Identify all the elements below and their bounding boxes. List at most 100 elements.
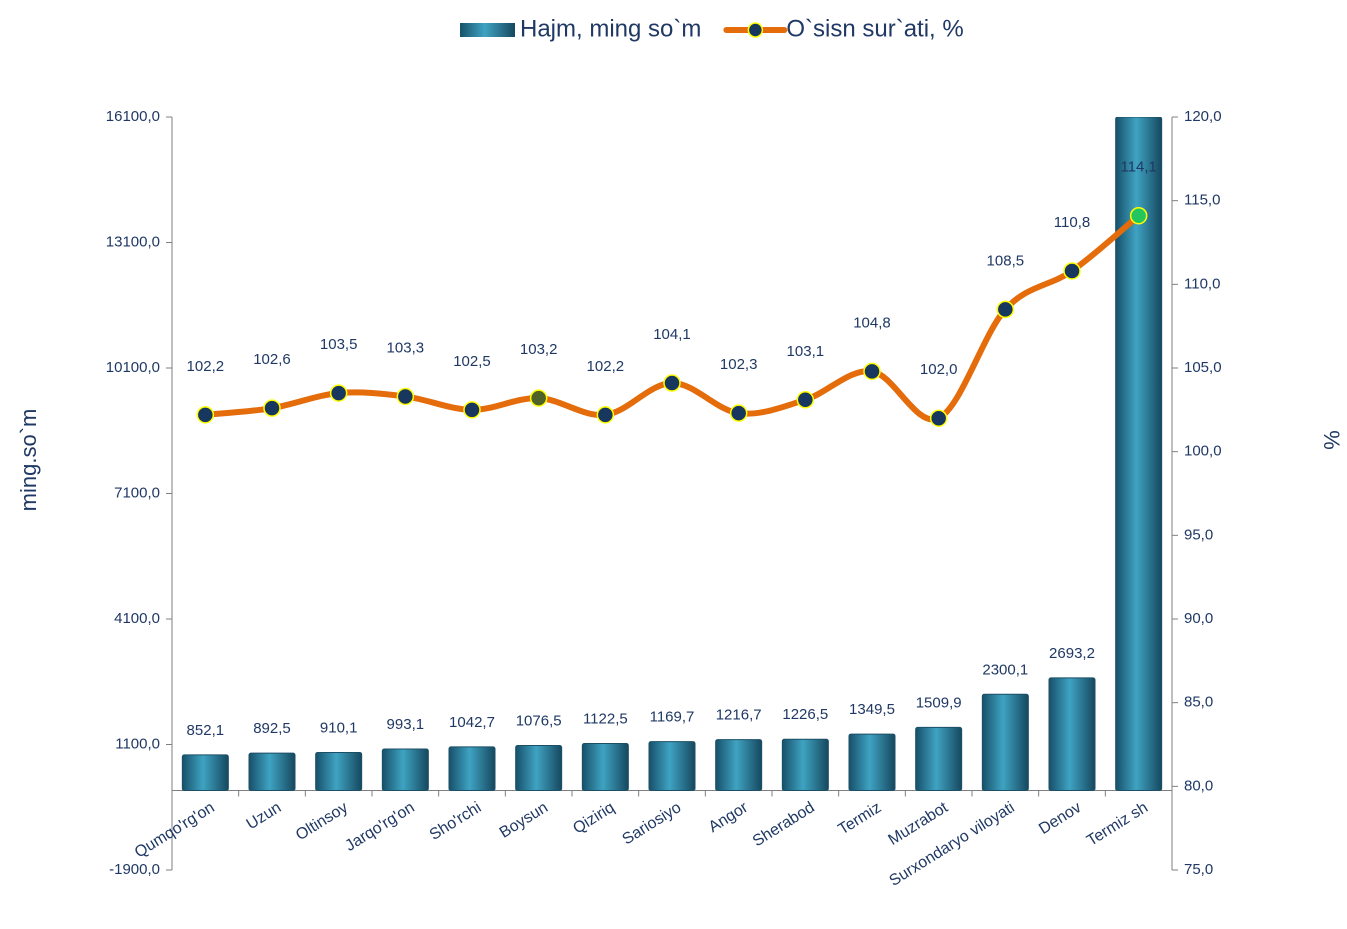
bar	[515, 744, 563, 792]
bar-value-label: 1169,7	[650, 709, 695, 726]
bar-value-label: 2693,2	[1049, 645, 1095, 662]
x-tick-label: Sho'rchi	[427, 799, 485, 844]
bar-value-label: 993,1	[387, 716, 425, 733]
bar	[248, 752, 296, 792]
line-value-label: 102,3	[720, 356, 758, 373]
line-marker	[263, 399, 281, 417]
y-tick-label: 4100,0	[114, 610, 160, 627]
y2-tick-label: 115,0	[1184, 192, 1220, 209]
line-value-label: 114,1	[1120, 159, 1156, 176]
line-marker	[596, 406, 615, 424]
bar	[915, 726, 963, 792]
x-tick-label: Sherabod	[750, 799, 818, 850]
bar	[448, 746, 496, 792]
y2-tick-label: 90,0	[1184, 610, 1213, 627]
bar	[781, 738, 829, 792]
bar-value-label: 1509,9	[916, 694, 962, 711]
x-tick-label: Oltinsoy	[293, 799, 351, 844]
y-axis-label: ming.so`m	[16, 409, 41, 512]
line-marker	[1063, 262, 1081, 280]
y2-tick-label: 100,0	[1184, 443, 1222, 460]
line	[202, 212, 1142, 423]
line-marker	[863, 362, 881, 381]
legend-swatch	[460, 23, 515, 37]
y2-tick-label: 105,0	[1184, 359, 1222, 376]
legend-item: Hajm, ming so`m	[460, 15, 701, 42]
bar	[1115, 117, 1163, 792]
x-tick-label: Surxondaryo viloyati	[886, 799, 1017, 890]
plot-area	[181, 117, 1163, 792]
bar-value-label: 2300,1	[982, 661, 1028, 678]
line-marker	[929, 409, 948, 427]
bar	[315, 751, 363, 792]
bar	[381, 748, 429, 792]
line-marker	[529, 389, 548, 407]
legend-marker	[747, 22, 764, 38]
y2-tick-label: 75,0	[1184, 861, 1213, 878]
y-tick-label: 10100,0	[106, 359, 160, 376]
line-value-label: 102,5	[453, 353, 491, 370]
bar-value-label: 1076,5	[516, 712, 562, 729]
bar	[981, 693, 1029, 792]
line-marker	[463, 401, 481, 419]
bar	[648, 741, 696, 792]
x-tick-label: Qiziriq	[570, 799, 617, 837]
bar-value-label: 910,1	[320, 719, 358, 736]
line-value-label: 102,2	[187, 358, 225, 375]
y2-tick-label: 85,0	[1184, 694, 1213, 711]
line-value-label: 102,6	[253, 351, 291, 368]
y-tick-label: 16100,0	[106, 108, 160, 125]
y-tick-label: 1100,0	[115, 735, 160, 752]
line-value-label: 108,5	[987, 252, 1025, 269]
bar	[715, 739, 763, 792]
x-tick-label: Sariosiyo	[620, 799, 685, 848]
legend-label: Hajm, ming so`m	[520, 15, 701, 42]
line-marker	[329, 384, 348, 402]
bar	[848, 733, 896, 792]
legend-item: O`sisn sur`ati, %	[723, 15, 964, 42]
y2-tick-label: 80,0	[1184, 777, 1213, 794]
bar-value-label: 1226,5	[782, 706, 828, 723]
line-value-label: 103,3	[387, 339, 425, 356]
line-value-label: 103,1	[787, 343, 825, 360]
bar-value-label: 1216,7	[716, 707, 762, 724]
bar-value-label: 892,5	[253, 720, 291, 737]
bar-value-label: 852,1	[187, 722, 225, 739]
line-value-label: 102,2	[587, 358, 625, 375]
y-tick-label: -1900,0	[109, 861, 160, 878]
x-tick-label: Uzun	[244, 799, 285, 833]
line-marker	[1129, 206, 1148, 225]
line-marker	[396, 387, 415, 406]
bar-value-label: 1349,5	[849, 701, 895, 718]
y2-tick-label: 110,0	[1184, 275, 1220, 292]
line-value-label: 103,5	[320, 336, 358, 353]
line-marker	[663, 374, 681, 392]
y2-tick-label: 120,0	[1184, 108, 1222, 125]
y2-axis-label: %	[1319, 430, 1344, 450]
x-tick-label: Termiz sh	[1084, 799, 1151, 850]
bar	[1048, 677, 1096, 792]
bar-value-label: 1042,7	[449, 714, 495, 731]
line-value-label: 103,2	[520, 341, 558, 358]
line-value-label: 110,8	[1054, 214, 1090, 231]
line-marker	[796, 391, 815, 409]
x-tick-label: Jarqo'rg'on	[342, 799, 417, 855]
bar	[581, 743, 629, 792]
line-marker	[196, 406, 215, 424]
x-tick-label: Denov	[1036, 799, 1084, 838]
legend-label: O`sisn sur`ati, %	[786, 15, 963, 42]
line-value-label: 102,0	[920, 361, 958, 378]
line-value-label: 104,8	[853, 314, 891, 331]
y-tick-label: 13100,0	[106, 233, 160, 250]
line-value-label: 104,1	[653, 326, 691, 343]
x-tick-label: Boysun	[497, 799, 551, 842]
bar-value-label: 1122,5	[583, 711, 628, 728]
x-tick-label: Angor	[706, 799, 752, 836]
y2-tick-label: 95,0	[1184, 526, 1213, 543]
line-marker	[729, 404, 748, 422]
x-tick-label: Qumqo'rg'on	[132, 799, 218, 861]
line-marker	[996, 300, 1015, 319]
x-tick-label: Termiz	[835, 799, 884, 838]
y-tick-label: 7100,0	[114, 484, 160, 501]
